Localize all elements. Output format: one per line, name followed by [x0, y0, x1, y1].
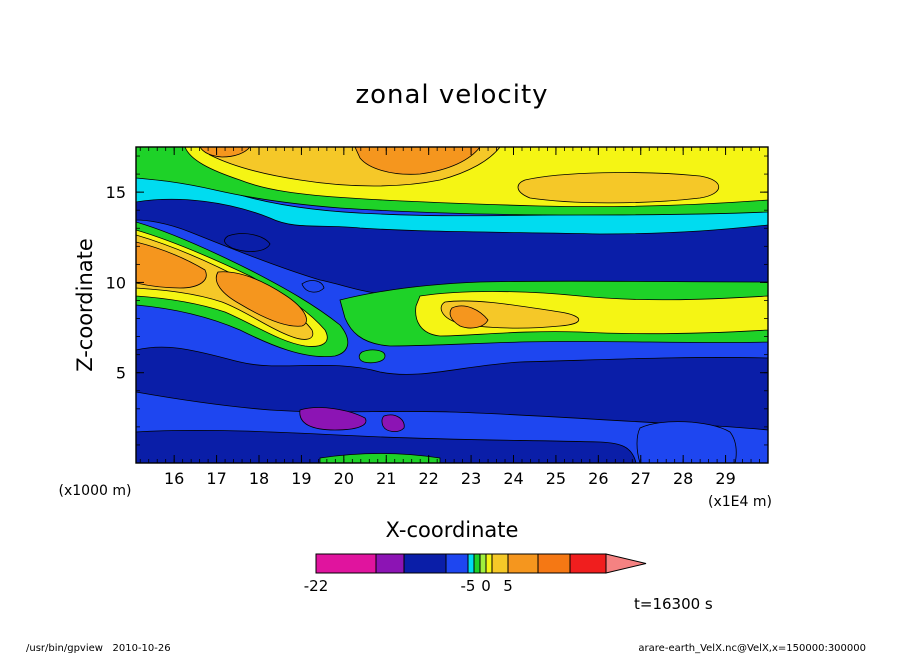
x-tick-label: 16 — [164, 469, 184, 488]
colorbar-bin — [479, 553, 487, 574]
x-tick-label: 17 — [206, 469, 226, 488]
colorbar-bin — [485, 553, 493, 574]
colorbar-tick-label: -5 — [461, 577, 476, 595]
y-axis-title: Z-coordinate — [73, 238, 97, 372]
y-unit-label: (x1000 m) — [59, 483, 132, 499]
colorbar-bin — [445, 553, 469, 574]
colorbar-bin — [403, 553, 447, 574]
footer-right: arare-earth_VelX.nc@VelX,x=150000:300000 — [638, 643, 866, 654]
x-tick-label: 26 — [588, 469, 608, 488]
contour-upper-orange-left — [199, 147, 251, 158]
contour-mid-orange-core — [449, 305, 489, 329]
contour-blue-patch-mid — [301, 280, 325, 293]
x-tick-label: 27 — [631, 469, 651, 488]
colorbar-bin — [569, 553, 607, 574]
colorbar: -22 -5 0 5 — [304, 553, 647, 595]
colorbar-tick-label: 0 — [481, 577, 491, 595]
colorbar-bin — [491, 553, 509, 574]
x-tick-label: 29 — [715, 469, 735, 488]
x-axis-title: X-coordinate — [386, 518, 519, 542]
footer-left: /usr/bin/gpview 2010-10-26 — [26, 643, 171, 654]
x-tick-label: 21 — [376, 469, 396, 488]
colorbar-bin — [315, 553, 377, 574]
contour-cyan-band — [136, 169, 768, 235]
x-unit-label: (x1E4 m) — [708, 494, 772, 510]
colorbar-tick-label: -22 — [304, 577, 329, 595]
x-tick-label: 19 — [291, 469, 311, 488]
colorbar-arrow — [605, 553, 647, 574]
x-tick-label: 22 — [418, 469, 438, 488]
contour-dark-patch-upper — [224, 233, 271, 252]
x-tick-label: 20 — [334, 469, 354, 488]
contour-dark-layer-bottom — [136, 429, 637, 463]
x-tick-label: 25 — [546, 469, 566, 488]
contour-deep-blue-patch — [636, 421, 737, 463]
contour-jet-orange-core — [215, 271, 307, 327]
colorbar-bin — [467, 553, 475, 574]
chart-title: zonal velocity — [355, 80, 548, 110]
y-tick-label: 5 — [116, 364, 126, 383]
x-tick-label: 23 — [461, 469, 481, 488]
plot-area — [136, 147, 768, 463]
time-label: t=16300 s — [634, 595, 713, 613]
y-tick-label: 15 — [106, 183, 126, 202]
contour-upper-orange-right — [517, 172, 719, 204]
x-tick-label: 24 — [503, 469, 523, 488]
colorbar-bin — [473, 553, 481, 574]
x-tick-label: 28 — [673, 469, 693, 488]
colorbar-bin — [375, 553, 405, 574]
colorbar-bin — [537, 553, 571, 574]
colorbar-tick-label: 5 — [503, 577, 513, 595]
contour-mid-green-patch — [358, 349, 386, 364]
contour-purple-patch-small — [381, 414, 405, 432]
contour-bottom-green — [319, 453, 441, 463]
colorbar-bin — [507, 553, 539, 574]
plot-frame — [135, 146, 769, 464]
y-tick-label: 10 — [106, 273, 126, 292]
contour-jet-orange — [136, 241, 207, 289]
x-axis: 16 17 18 19 20 21 22 23 24 25 26 27 28 29 — [139, 147, 769, 488]
contour-purple-patch — [299, 407, 367, 431]
y-axis: 5 10 15 — [106, 155, 768, 446]
x-tick-label: 18 — [249, 469, 269, 488]
